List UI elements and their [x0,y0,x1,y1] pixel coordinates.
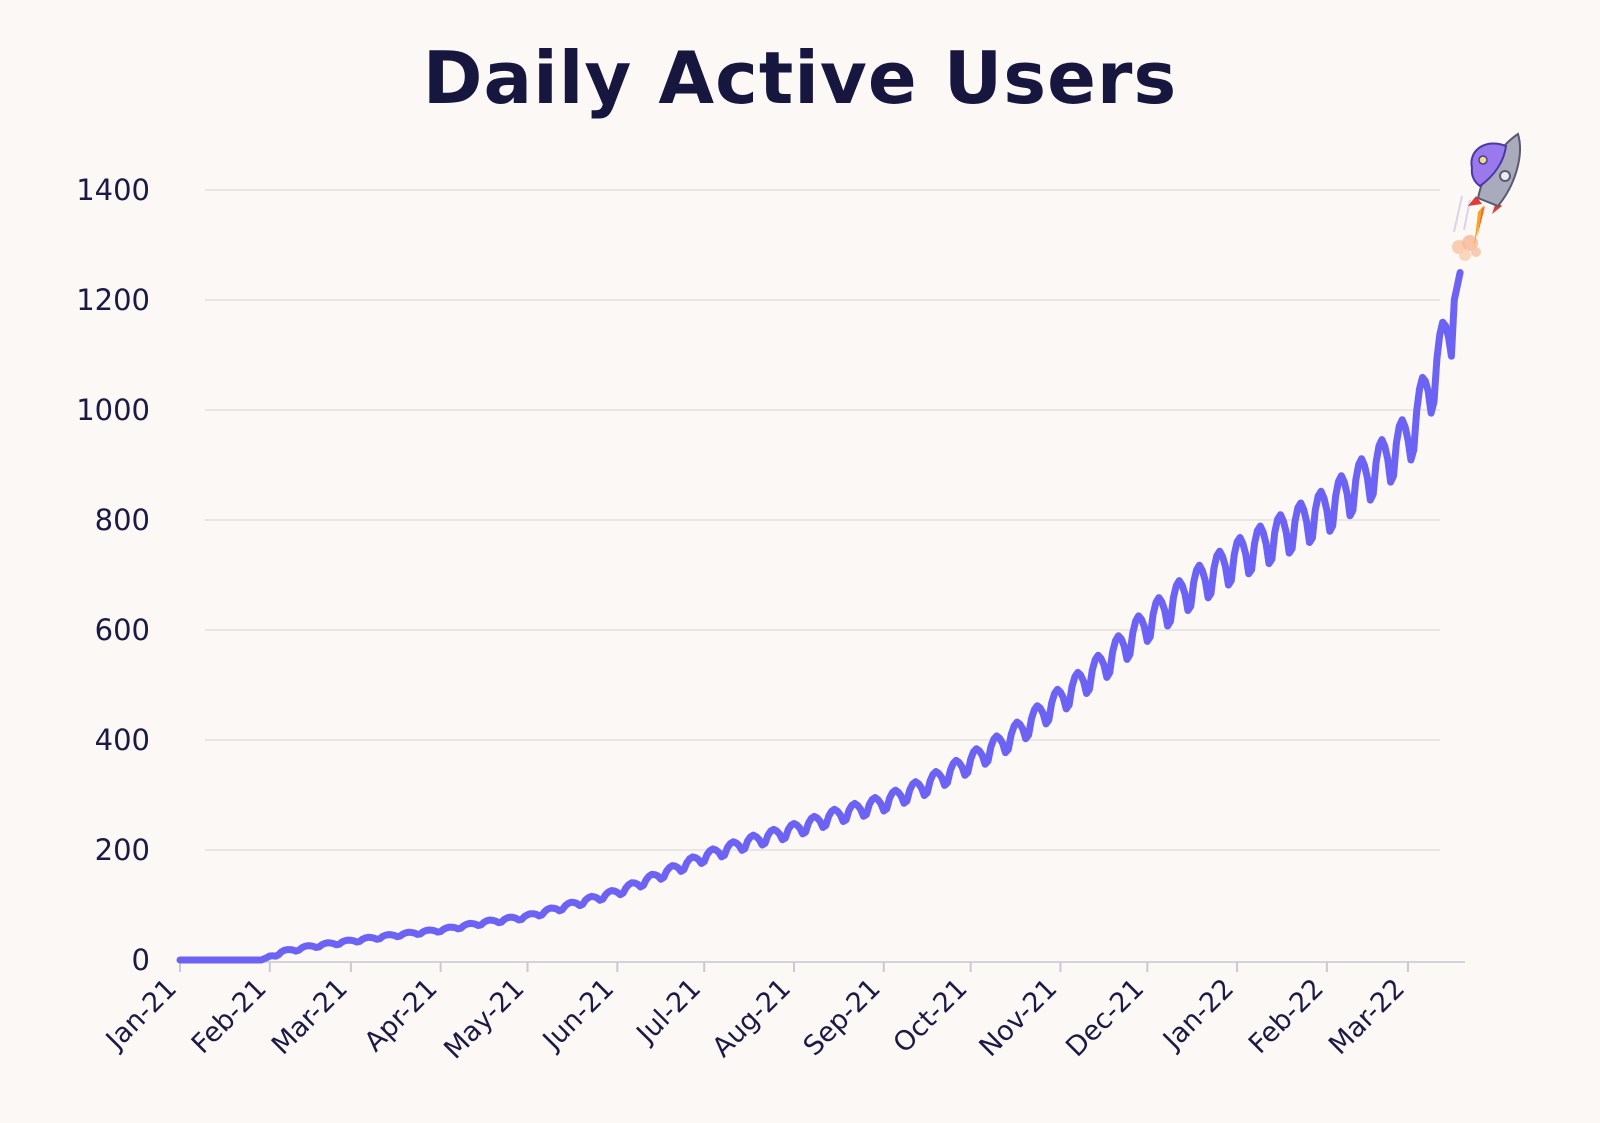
y-tick-label: 600 [95,613,150,647]
x-tick-label: May-21 [438,973,530,1065]
series-line [176,269,1464,964]
y-tick-label: 200 [95,833,150,867]
y-axis: 0 200 400 600 800 1000 1200 1400 [76,173,150,977]
y-tick-label: 1200 [76,283,150,317]
x-tick-label: Jan-21 [99,973,183,1057]
gridlines [205,189,1440,851]
x-tick-label: Oct-21 [887,973,973,1059]
x-tick-label: Jul-21 [630,973,708,1051]
x-tick-label: Nov-21 [974,973,1064,1063]
x-tick-label: Dec-21 [1060,973,1150,1063]
x-tick-label: Aug-21 [707,973,797,1063]
rocket-icon [1452,132,1521,261]
x-tick-label: Apr-21 [359,973,444,1058]
chart-title: Daily Active Users [422,36,1178,120]
x-tick-label: Mar-21 [266,973,354,1061]
x-tick-label: Mar-22 [1323,973,1411,1061]
y-tick-label: 0 [132,943,150,977]
y-tick-label: 1000 [76,393,150,427]
x-tick-label: Jun-21 [536,973,620,1057]
x-tick-label: Feb-21 [186,973,273,1060]
series-layer [176,269,1464,964]
y-tick-label: 800 [95,503,150,537]
x-tick-label: Sep-21 [798,973,887,1062]
x-tick-label: Feb-22 [1243,973,1330,1060]
x-axis [178,961,1465,972]
y-tick-label: 1400 [76,173,150,207]
x-tick-label: Jan-22 [1156,973,1240,1057]
y-tick-label: 400 [95,723,150,757]
